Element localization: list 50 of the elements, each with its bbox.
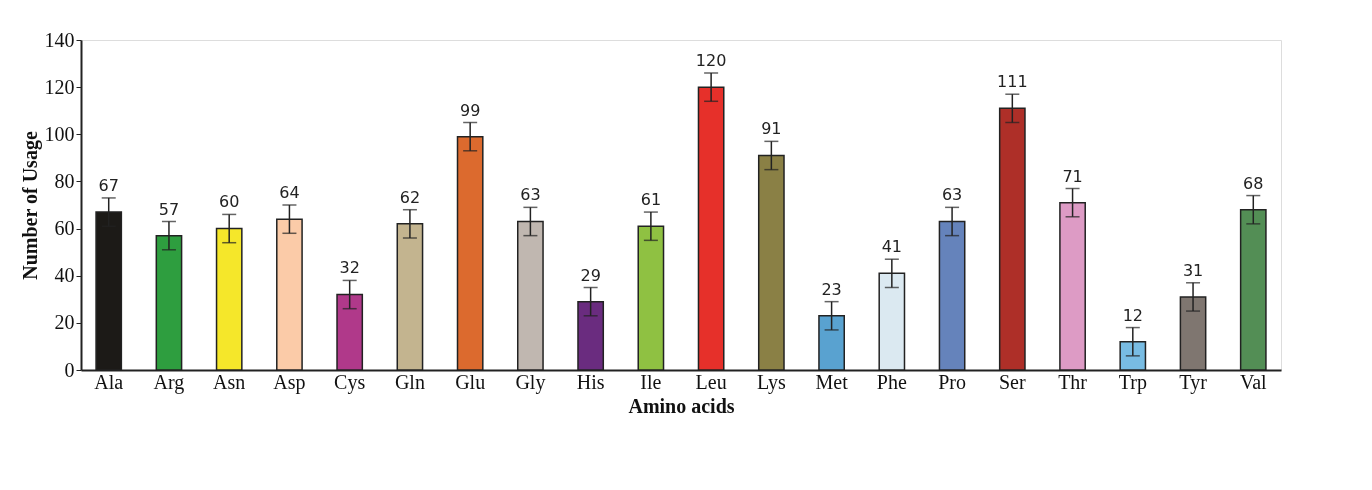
y-tick-label: 100 (44, 122, 75, 145)
data-label: 12 (1122, 305, 1143, 325)
x-tick-label: Gln (394, 370, 425, 393)
data-label: 63 (520, 185, 541, 205)
data-label: 68 (1243, 173, 1264, 193)
data-label: 41 (881, 237, 903, 257)
x-tick-label: Glu (455, 370, 486, 393)
x-tick-label: Asn (213, 370, 246, 393)
x-tick-label: Arg (153, 370, 185, 394)
data-label: 23 (821, 279, 842, 299)
x-tick-label: Ala (94, 370, 124, 393)
data-label: 63 (941, 185, 963, 205)
data-label: 31 (1182, 260, 1204, 280)
data-label: 99 (459, 100, 481, 120)
x-tick-label: Gly (515, 370, 546, 394)
data-label: 64 (279, 183, 300, 202)
y-tick-label: 20 (54, 311, 75, 334)
x-tick-label: Lys (756, 370, 787, 394)
x-tick-label: Ser (998, 370, 1026, 393)
data-label: 57 (158, 199, 180, 219)
x-tick-label: Thr (1058, 370, 1088, 393)
data-label: 120 (695, 51, 727, 70)
x-tick-label: His (576, 370, 605, 393)
data-label: 111 (997, 72, 1028, 92)
data-label: 67 (98, 175, 119, 195)
x-tick-label: Leu (695, 370, 727, 393)
data-label: 32 (339, 258, 360, 278)
x-tick-label: Pro (938, 370, 966, 393)
y-tick-label: 40 (54, 264, 75, 287)
data-label: 91 (761, 119, 782, 139)
data-label: 62 (399, 187, 421, 207)
y-tick-label: 60 (54, 217, 75, 240)
data-label: 71 (1062, 166, 1083, 186)
y-tick-label: 0 (64, 358, 75, 381)
x-axis-title: Amino acids (628, 394, 735, 417)
y-tick-label: 120 (44, 75, 75, 98)
data-label: 60 (219, 192, 240, 212)
x-tick-label: Asp (273, 370, 306, 394)
x-tick-label: Trp (1118, 370, 1147, 394)
x-tick-label: Met (815, 370, 849, 393)
x-tick-label: Val (1239, 370, 1268, 393)
y-tick-label: 140 (44, 28, 75, 51)
x-tick-label: Tyr (1179, 370, 1208, 394)
data-label: 29 (580, 265, 601, 285)
y-tick-label: 80 (54, 169, 75, 192)
x-tick-label: Ile (640, 370, 662, 393)
y-axis-title: Number of Usage (18, 131, 42, 280)
x-tick-label: Cys (334, 370, 366, 394)
data-label: 61 (640, 190, 662, 210)
x-tick-label: Phe (876, 370, 907, 393)
